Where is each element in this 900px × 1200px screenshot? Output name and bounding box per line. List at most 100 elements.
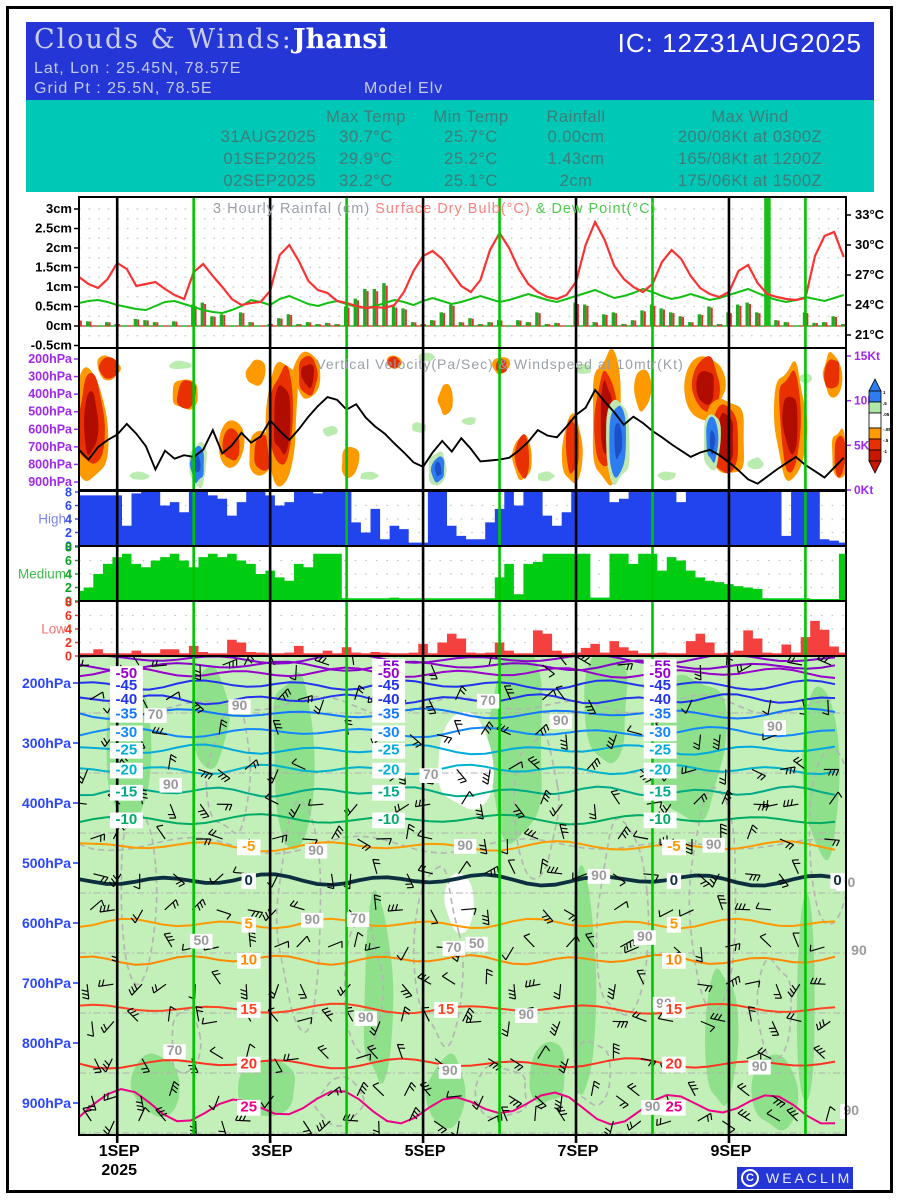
svg-text:25: 25 [240,1099,257,1116]
svg-text:-0.5cm: -0.5cm [31,338,72,353]
svg-text:High: High [38,512,66,527]
svg-text:50: 50 [194,932,210,948]
svg-text:900hPa: 900hPa [28,475,73,489]
svg-text:8: 8 [65,596,72,610]
svg-text:-10: -10 [378,811,400,828]
svg-text:-35: -35 [116,706,138,723]
svg-text:Medium: Medium [18,567,66,582]
table-row: 01SEP2025 29.9°C 25.2°C 1.43cm 165/08Kt … [223,150,823,168]
weaclim-badge: C WEACLIM [737,1167,853,1189]
svg-text:90: 90 [553,712,569,728]
svg-text:0.5cm: 0.5cm [35,299,72,314]
svg-text:90: 90 [767,718,783,734]
svg-text:2: 2 [65,636,72,650]
svg-text:-5: -5 [667,838,680,855]
svg-text:-25: -25 [116,742,138,759]
svg-text:2cm: 2cm [46,240,72,255]
svg-text:-20: -20 [378,761,400,778]
svg-text:6: 6 [65,554,72,568]
svg-text:-30: -30 [378,724,400,741]
svg-text:90: 90 [457,837,473,853]
svg-text:27°C: 27°C [855,267,885,282]
brand-name: WEACLIM [766,1170,853,1186]
svg-text:90: 90 [844,1102,860,1118]
svg-text:-45: -45 [649,677,671,694]
svg-text:-30: -30 [649,724,671,741]
page-title: Clouds & Winds: [34,24,293,55]
svg-text:25: 25 [666,1099,683,1116]
svg-text:24°C: 24°C [855,297,885,312]
svg-text:90: 90 [163,776,179,792]
svg-text:-15: -15 [649,784,671,801]
svg-text:-30: -30 [116,724,138,741]
svg-text:-.5: -.5 [883,438,889,443]
svg-text:200hPa: 200hPa [22,675,71,691]
svg-text:5Kt: 5Kt [854,438,873,452]
svg-text:-50: -50 [378,665,400,682]
svg-text:4: 4 [65,623,72,637]
station-name: Jhansi [292,24,388,55]
svg-text:-25: -25 [378,742,400,759]
svg-text:70: 70 [423,766,439,782]
svg-text:90: 90 [752,1058,768,1074]
svg-text:-40: -40 [378,691,400,708]
svg-text:70: 70 [480,692,496,708]
table-row: 31AUG2025 30.7°C 25.7°C 0.00cm 200/08Kt … [220,128,823,146]
lat-lon: Lat, Lon : 25.45N, 78.57E [34,60,242,77]
svg-text:10: 10 [240,952,257,969]
svg-text:90: 90 [706,836,722,852]
svg-text:33°C: 33°C [855,207,885,222]
svg-text:0: 0 [65,595,72,609]
svg-text:90: 90 [645,1098,661,1114]
svg-text:15: 15 [240,1001,257,1018]
svg-text:21°C: 21°C [855,327,885,342]
svg-text:-10: -10 [116,811,138,828]
svg-text:0: 0 [65,540,72,554]
svg-text:0: 0 [833,872,841,889]
svg-text:-45: -45 [378,677,400,694]
svg-text:-10: -10 [649,811,671,828]
svg-text:4: 4 [65,568,72,582]
svg-text:800hPa: 800hPa [22,1035,71,1051]
svg-text:-15: -15 [378,784,400,801]
svg-text:30°C: 30°C [855,237,885,252]
svg-text:70: 70 [167,1042,183,1058]
svg-text:500hPa: 500hPa [28,405,73,419]
svg-text:90: 90 [232,697,248,713]
svg-text:-20: -20 [116,761,138,778]
svg-text:9SEP: 9SEP [710,1143,751,1160]
svg-text:1: 1 [883,390,886,395]
svg-text:2: 2 [65,526,72,540]
svg-text:70: 70 [350,910,366,926]
svg-text:-25: -25 [649,742,671,759]
svg-text:90: 90 [851,942,867,958]
svg-text:90: 90 [442,1062,458,1078]
svg-text:5SEP: 5SEP [405,1143,446,1160]
svg-text:-35: -35 [378,706,400,723]
svg-text:0cm: 0cm [46,318,72,333]
svg-text:900hPa: 900hPa [22,1095,71,1111]
daily-summary-table: Max Temp Min Temp Rainfall Max Wind 31AU… [26,100,874,192]
svg-text:400hPa: 400hPa [22,795,71,811]
svg-text:600hPa: 600hPa [22,915,71,931]
svg-text:8: 8 [65,486,72,500]
svg-text:5: 5 [670,916,678,933]
svg-text:500hPa: 500hPa [22,855,71,871]
svg-text:300hPa: 300hPa [28,370,73,384]
svg-text:-40: -40 [649,691,671,708]
svg-text:3cm: 3cm [46,201,72,216]
svg-text:.5: .5 [883,401,887,406]
svg-text:90: 90 [519,1006,535,1022]
outer-frame [6,6,893,1193]
svg-text:6: 6 [65,499,72,513]
svg-text:3SEP: 3SEP [252,1143,293,1160]
svg-text:90: 90 [591,867,607,883]
header: Clouds & Winds:Jhansi IC: 12Z31AUG2025 L… [26,22,874,115]
svg-text:1cm: 1cm [46,279,72,294]
svg-text:-50: -50 [116,665,138,682]
svg-text:90: 90 [304,911,320,927]
svg-text:7SEP: 7SEP [558,1143,599,1160]
table-row: 02SEP2025 32.2°C 25.1°C 2cm 175/06Kt at … [223,172,823,190]
svg-text:Vertical Velocity(Pa/Sec) & Wi: Vertical Velocity(Pa/Sec) & Windspeed at… [316,356,683,372]
